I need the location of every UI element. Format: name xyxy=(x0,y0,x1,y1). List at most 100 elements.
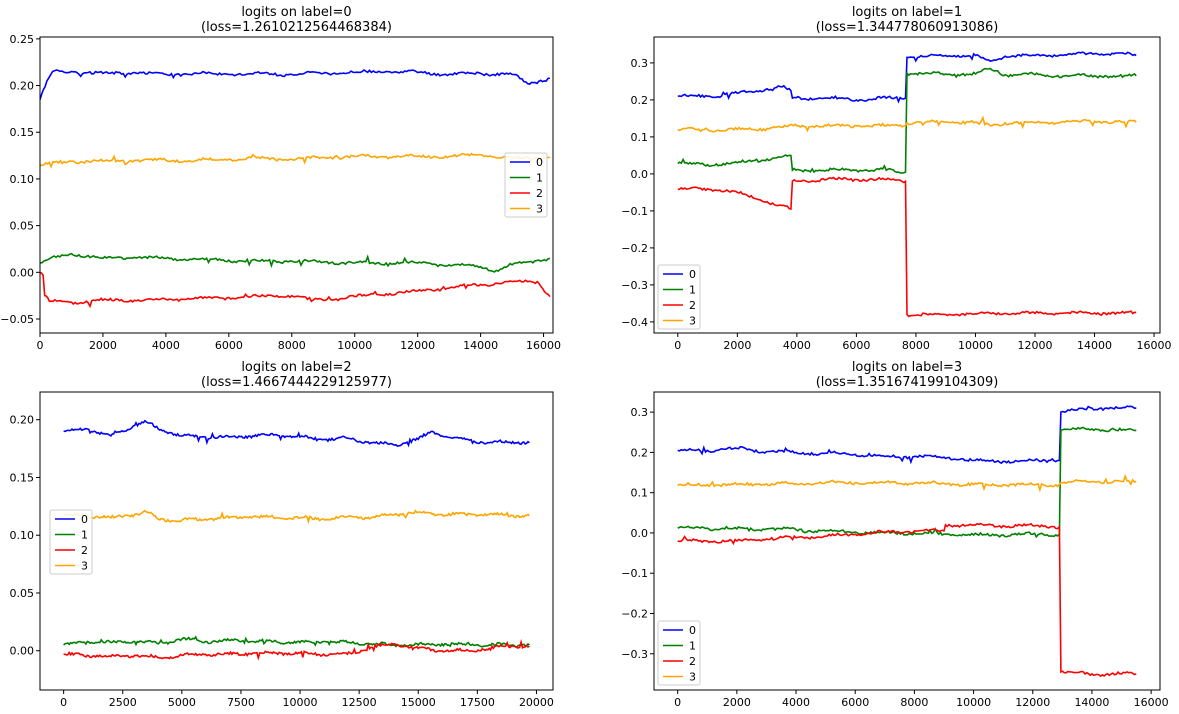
x-tick-label: 14000 xyxy=(1074,696,1109,709)
y-tick-label: 0.0 xyxy=(631,527,649,540)
y-tick-label: −0.1 xyxy=(621,567,648,580)
y-tick-label: −0.1 xyxy=(621,205,648,218)
series-line-2 xyxy=(63,638,530,661)
y-tick-label: 0.05 xyxy=(10,587,35,600)
y-tick-label: −0.3 xyxy=(621,648,648,661)
x-tick-label: 16000 xyxy=(1134,696,1169,709)
chart-subtitle: (loss=1.4667444229125977) xyxy=(201,375,392,390)
x-tick-label: 4000 xyxy=(783,339,811,352)
x-tick-label: 10000 xyxy=(337,339,372,352)
x-tick-label: 0 xyxy=(60,696,67,709)
y-tick-label: 0.10 xyxy=(10,529,35,542)
chart-title: logits on label=2 xyxy=(241,360,351,375)
y-tick-label: 0.00 xyxy=(10,266,35,279)
axes-frame xyxy=(653,391,1161,691)
series-line-0 xyxy=(63,419,530,448)
x-tick-label: 6000 xyxy=(842,339,870,352)
x-tick-label: 16000 xyxy=(1137,339,1172,352)
x-tick-label: 0 xyxy=(674,339,681,352)
y-tick-label: 0.0 xyxy=(631,168,649,181)
series-line-1 xyxy=(677,67,1137,174)
legend: 0 1 2 3 xyxy=(657,264,701,330)
x-tick-label: 20000 xyxy=(519,696,554,709)
x-tick-label: 10000 xyxy=(956,696,991,709)
x-tick-label: 7500 xyxy=(227,696,255,709)
legend-label: 2 xyxy=(689,655,696,668)
legend-box xyxy=(504,152,548,218)
y-tick-label: 0.2 xyxy=(631,446,649,459)
x-tick-label: 4000 xyxy=(152,339,180,352)
x-tick-label: 16000 xyxy=(526,339,561,352)
x-tick-label: 2500 xyxy=(109,696,137,709)
y-tick-label: −0.05 xyxy=(0,313,34,326)
legend-box xyxy=(49,509,93,575)
y-tick-label: 0.3 xyxy=(631,57,649,70)
chart-title: logits on label=3 xyxy=(852,360,962,375)
x-tick-label: 12000 xyxy=(400,339,435,352)
x-tick-label: 10000 xyxy=(958,339,993,352)
x-tick-label: 4000 xyxy=(782,696,810,709)
y-tick-label: 0.15 xyxy=(10,471,35,484)
x-tick-label: 12500 xyxy=(342,696,377,709)
series-line-0 xyxy=(40,69,551,100)
chart-title: logits on label=1 xyxy=(852,5,962,20)
series-line-3 xyxy=(677,473,1137,493)
y-tick-label: 0.00 xyxy=(10,645,35,658)
legend-label: 2 xyxy=(81,544,88,557)
series-line-1 xyxy=(677,426,1137,539)
y-tick-label: 0.05 xyxy=(10,220,35,233)
legend-label: 2 xyxy=(689,299,696,312)
x-tick-label: 0 xyxy=(37,339,44,352)
subplot-2: logits on label=2(loss=1.466744422912597… xyxy=(10,360,554,709)
legend-box xyxy=(657,264,701,330)
x-tick-label: 10000 xyxy=(283,696,318,709)
x-tick-label: 0 xyxy=(674,696,681,709)
x-tick-label: 2000 xyxy=(723,339,751,352)
series-line-2 xyxy=(677,522,1137,678)
series-line-0 xyxy=(677,405,1137,465)
y-tick-label: 0.20 xyxy=(10,414,35,427)
legend-label: 1 xyxy=(689,640,696,653)
legend: 0 1 2 3 xyxy=(49,509,93,575)
y-tick-label: 0.20 xyxy=(10,80,35,93)
legend-label: 1 xyxy=(536,172,543,185)
x-tick-label: 2000 xyxy=(89,339,117,352)
subplot-0: logits on label=0(loss=1.261021256446838… xyxy=(0,5,561,352)
x-tick-label: 14000 xyxy=(463,339,498,352)
legend-label: 3 xyxy=(689,315,696,328)
series-line-1 xyxy=(40,252,551,273)
y-tick-label: 0.25 xyxy=(10,33,35,46)
axes-frame xyxy=(653,36,1161,334)
legend-label: 0 xyxy=(536,156,543,169)
chart-subtitle: (loss=1.2610212564468384) xyxy=(201,20,392,35)
legend-box xyxy=(657,620,701,686)
series-line-3 xyxy=(63,509,530,525)
x-tick-label: 8000 xyxy=(900,696,928,709)
x-tick-label: 5000 xyxy=(168,696,196,709)
x-tick-label: 6000 xyxy=(841,696,869,709)
x-tick-label: 14000 xyxy=(1077,339,1112,352)
legend-label: 0 xyxy=(689,268,696,281)
x-tick-label: 12000 xyxy=(1017,339,1052,352)
x-tick-label: 17500 xyxy=(460,696,495,709)
legend-label: 0 xyxy=(81,513,88,526)
y-tick-label: −0.2 xyxy=(621,242,648,255)
series-line-2 xyxy=(40,271,551,309)
y-tick-label: 0.1 xyxy=(631,131,649,144)
legend-label: 1 xyxy=(689,284,696,297)
series-line-2 xyxy=(677,176,1137,318)
x-tick-label: 15000 xyxy=(401,696,436,709)
legend-label: 3 xyxy=(689,671,696,684)
legend-label: 3 xyxy=(81,560,88,573)
y-tick-label: −0.2 xyxy=(621,607,648,620)
chart-subtitle: (loss=1.344778060913086) xyxy=(816,20,999,35)
x-tick-label: 2000 xyxy=(723,696,751,709)
subplot-1: logits on label=1(loss=1.344778060913086… xyxy=(621,5,1171,352)
legend: 0 1 2 3 xyxy=(504,152,548,218)
series-line-3 xyxy=(40,152,550,169)
legend-label: 3 xyxy=(536,203,543,216)
legend-label: 1 xyxy=(81,529,88,542)
y-tick-label: −0.4 xyxy=(621,316,648,329)
axes-frame xyxy=(39,36,554,334)
subplot-3: logits on label=3(loss=1.351674199104309… xyxy=(621,360,1168,709)
